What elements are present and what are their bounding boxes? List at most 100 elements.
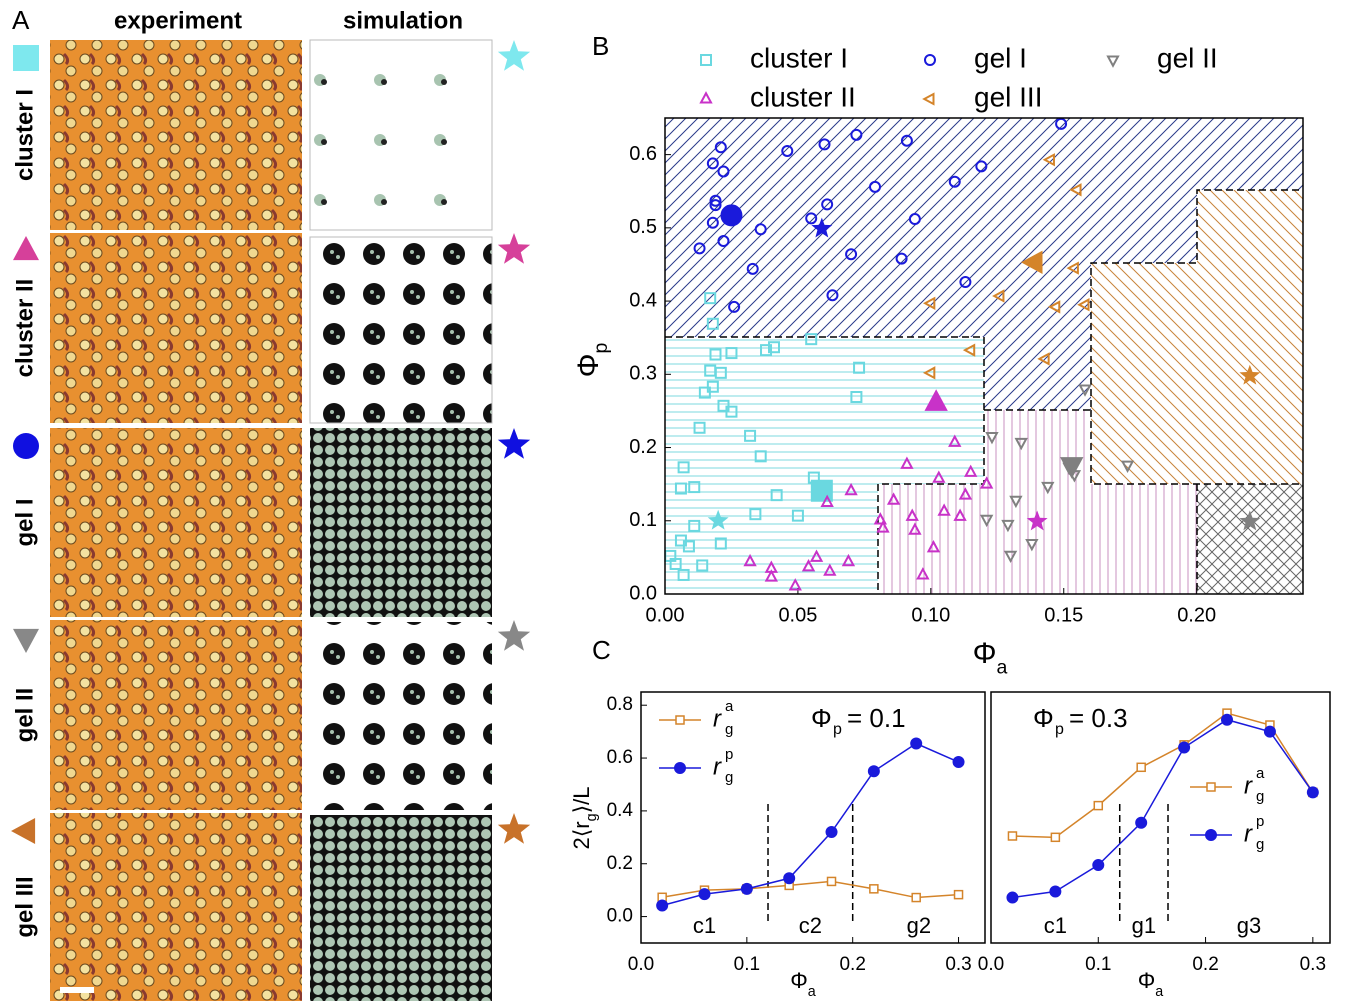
y-tick-label: 0.6: [607, 747, 633, 768]
marker: [1050, 886, 1060, 896]
marker: [924, 94, 933, 104]
experiment-image: [50, 428, 302, 617]
marker: [954, 757, 964, 767]
annotation: = 0.3: [1069, 703, 1128, 733]
column-header: simulation: [343, 7, 463, 34]
marker: [784, 873, 794, 883]
marker: [870, 885, 878, 893]
x-tick-label: 0.00: [646, 604, 685, 626]
marker: [912, 894, 920, 902]
axis-label: 2⟨rg⟩/L: [569, 786, 600, 849]
marker: [1179, 742, 1189, 752]
y-tick-label: 0.3: [629, 363, 657, 385]
simulation-image: [310, 815, 492, 1001]
legend-sub: g: [1256, 788, 1264, 805]
x-tick-label: 0.15: [1044, 604, 1083, 626]
row-label: gel III: [11, 876, 38, 937]
y-tick-label: 0.2: [629, 436, 657, 458]
axis-label-part: Φ: [973, 637, 997, 670]
marker: [1265, 727, 1275, 737]
simulation-image: [310, 622, 492, 810]
legend-label: r: [713, 705, 722, 732]
axis-label-part: p: [590, 342, 612, 353]
x-tick-label: 0.0: [628, 954, 654, 975]
marker: [11, 818, 35, 844]
y-tick-label: 0.6: [629, 143, 657, 165]
phase-label: g2: [907, 913, 931, 938]
experiment-image: [50, 813, 302, 1001]
annotation: Φ: [811, 703, 832, 733]
legend-sup: a: [1256, 765, 1265, 782]
row-label: cluster II: [11, 279, 38, 378]
legend-sub: g: [725, 721, 733, 738]
axis-label-part: g: [584, 813, 600, 821]
marker: [911, 739, 921, 749]
marker: [701, 93, 711, 102]
panel-label: A: [12, 5, 30, 35]
axis-label-part: ⟩/L: [569, 786, 594, 813]
legend-sup: p: [1256, 813, 1264, 830]
scale-bar: [60, 987, 94, 993]
panel-a: [50, 40, 492, 1001]
marker: [498, 620, 530, 651]
x-tick-label: 0.2: [1192, 954, 1218, 975]
marker: [827, 827, 837, 837]
marker: [1051, 833, 1059, 841]
y-tick-label: 0.5: [629, 216, 657, 238]
y-tick-label: 0.4: [607, 800, 634, 821]
experiment-image: [50, 233, 302, 423]
simulation-image: [310, 428, 492, 617]
marker: [721, 205, 741, 225]
phase-label: c2: [799, 913, 822, 938]
marker: [1093, 860, 1103, 870]
marker: [498, 233, 530, 264]
marker: [13, 236, 39, 260]
marker: [701, 55, 711, 65]
x-tick-label: 0.3: [945, 954, 971, 975]
x-tick-label: 0.0: [978, 954, 1004, 975]
legend-sub: g: [725, 769, 733, 786]
annotation: = 0.1: [847, 703, 906, 733]
row-label: gel I: [11, 498, 38, 546]
marker: [498, 813, 530, 844]
marker: [675, 763, 685, 773]
axis-label-part: a: [1155, 984, 1163, 1000]
marker: [498, 40, 530, 71]
marker: [1008, 832, 1016, 840]
x-tick-label: 0.20: [1177, 604, 1216, 626]
axis-label-part: a: [808, 984, 816, 1000]
row-label: cluster I: [11, 89, 38, 181]
axis-label: Φa: [973, 637, 1008, 679]
y-tick-label: 0.8: [607, 694, 633, 715]
legend-label: gel III: [974, 81, 1042, 112]
marker: [13, 433, 39, 459]
axis-label-part: Φ: [572, 353, 605, 377]
axis-label-part: Φ: [1138, 968, 1156, 993]
marker: [742, 884, 752, 894]
panel-label: B: [592, 31, 609, 61]
simulation-image: [310, 40, 492, 230]
marker: [1094, 802, 1102, 810]
marker: [1206, 830, 1216, 840]
legend-label: cluster II: [750, 81, 856, 112]
axis-label: Φa: [790, 968, 816, 1000]
series-line: [662, 744, 958, 906]
y-tick-label: 0.2: [607, 853, 633, 874]
marker: [1136, 818, 1146, 828]
marker: [1222, 715, 1232, 725]
axis-label-part: Φ: [790, 968, 808, 993]
y-tick-label: 0.4: [629, 289, 657, 311]
simulation-image: [310, 237, 492, 423]
column-header: experiment: [114, 7, 242, 34]
annotation: Φ: [1033, 703, 1054, 733]
axis-label-part: a: [997, 657, 1008, 679]
marker: [676, 716, 684, 724]
legend-label: gel II: [1157, 42, 1218, 73]
x-tick-label: 0.1: [734, 954, 760, 975]
marker: [657, 900, 667, 910]
series-line: [1012, 720, 1312, 898]
x-tick-label: 0.2: [839, 954, 865, 975]
axis-label-part: 2⟨r: [569, 821, 594, 849]
annotation: p: [833, 721, 842, 738]
marker: [1308, 787, 1318, 797]
